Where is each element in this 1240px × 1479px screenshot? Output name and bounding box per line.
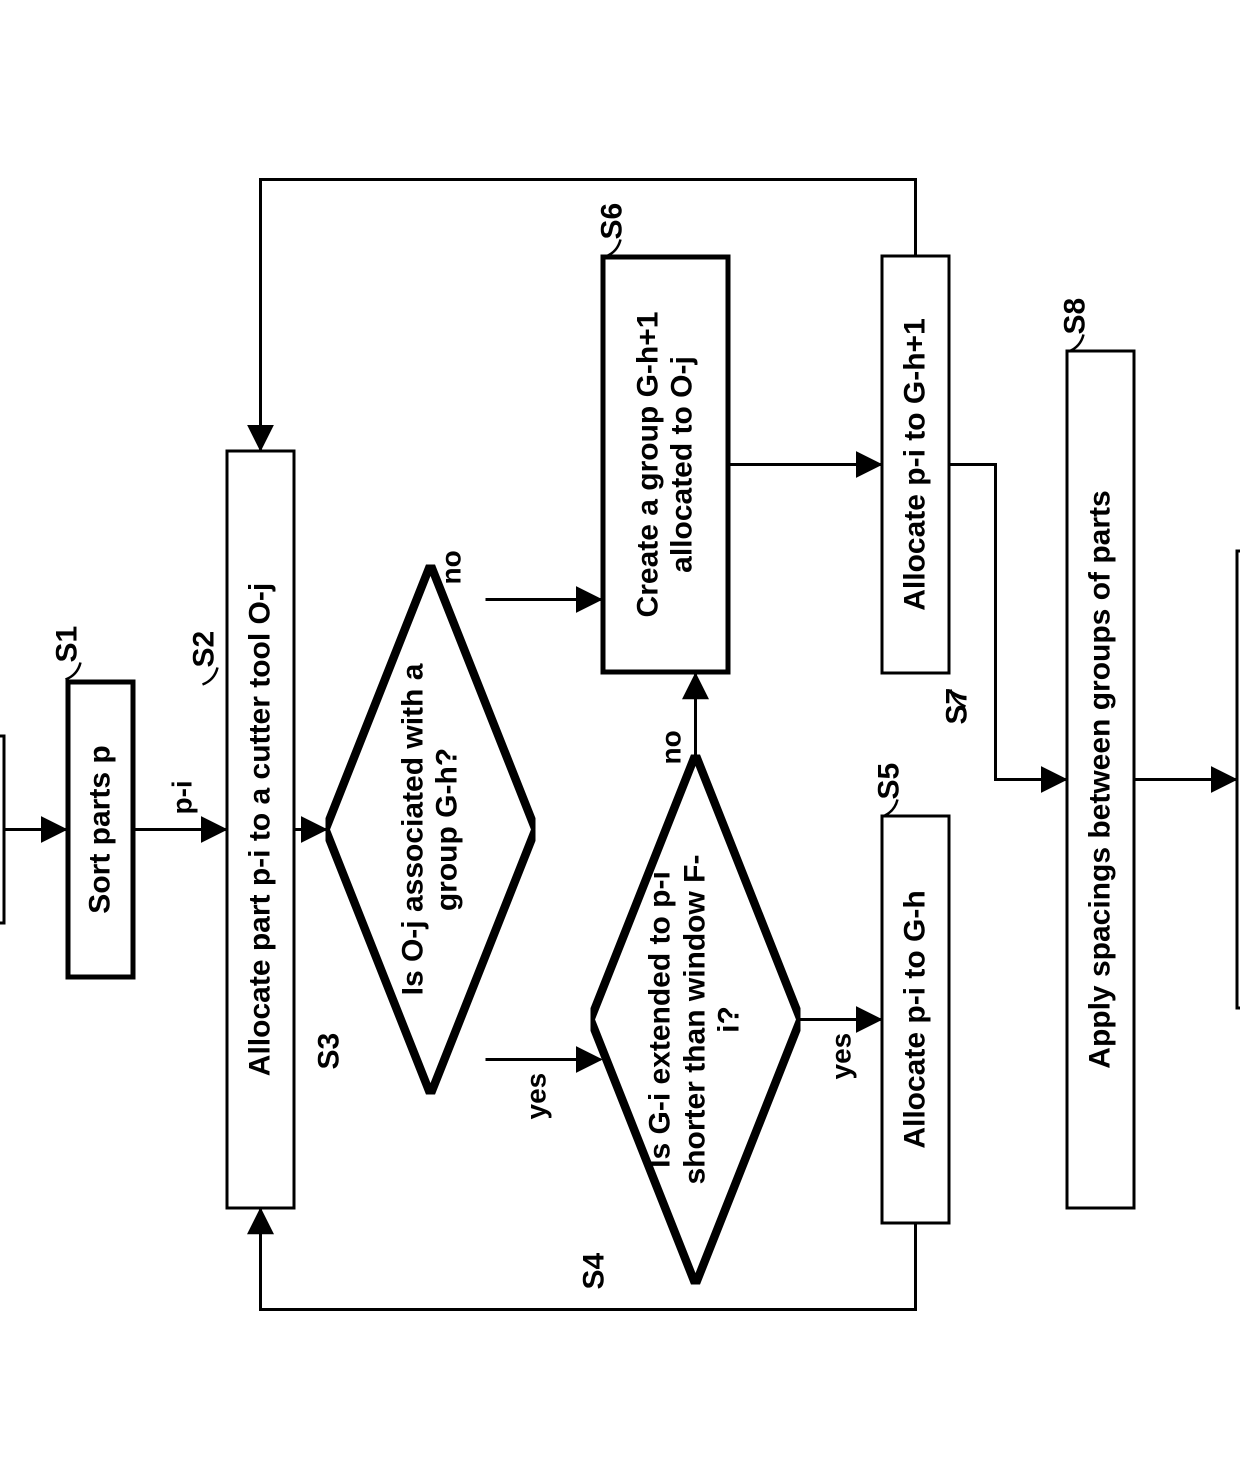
node-s3: Is O-j associated with a group G-h? [326,565,536,1095]
node-label: Allocate p-i to G-h+1 [898,318,933,611]
node-label: Sort parts p [83,745,118,913]
node-s5: Allocate p-i to G-h [881,815,951,1225]
node-label: Allocate part p-i to a cutter tool O-j [243,583,278,1076]
step-label-s2: S2 [188,631,222,668]
step-label-s3: S3 [313,1033,347,1070]
step-label-s4: S4 [578,1253,612,1290]
edge-label: yes [521,1073,553,1120]
node-label: Is G-i extended to p-i shorter than wind… [644,755,748,1285]
step-label-s7: S7 [941,688,975,725]
node-s6: Create a group G-h+1 allocated to O-j [601,255,731,675]
edge-label: p-i [167,780,199,814]
step-label-s6: S6 [596,203,630,240]
node-s7: Allocate p-i to G-h+1 [881,255,951,675]
node-s8: Apply spacings between groups of parts [1066,350,1136,1210]
node-layout-p: Layout P [0,735,6,925]
node-label: Apply spacings between groups of parts [1083,490,1118,1068]
step-label-s1: S1 [51,626,85,663]
node-label: Is O-j associated with a group G-h? [396,568,465,1091]
node-label: Create a group G-h+1 allocated to O-j [631,312,700,618]
flowchart-canvas: FIG.2 Layout P Sort parts p S1 Allocate … [0,0,1240,1479]
node-label: Allocate p-i to G-h [898,890,933,1148]
step-label-s8: S8 [1059,298,1093,335]
node-s2: Allocate part p-i to a cutter tool O-j [226,450,296,1210]
node-s4: Is G-i extended to p-i shorter than wind… [591,755,801,1285]
step-label-s5: S5 [873,763,907,800]
edge-label: yes [826,1033,858,1080]
node-layout-pp: Partitioned layout P' [1236,550,1240,1010]
node-s1: Sort parts p [66,680,136,980]
rotated-wrapper: FIG.2 Layout P Sort parts p S1 Allocate … [0,120,1240,1360]
